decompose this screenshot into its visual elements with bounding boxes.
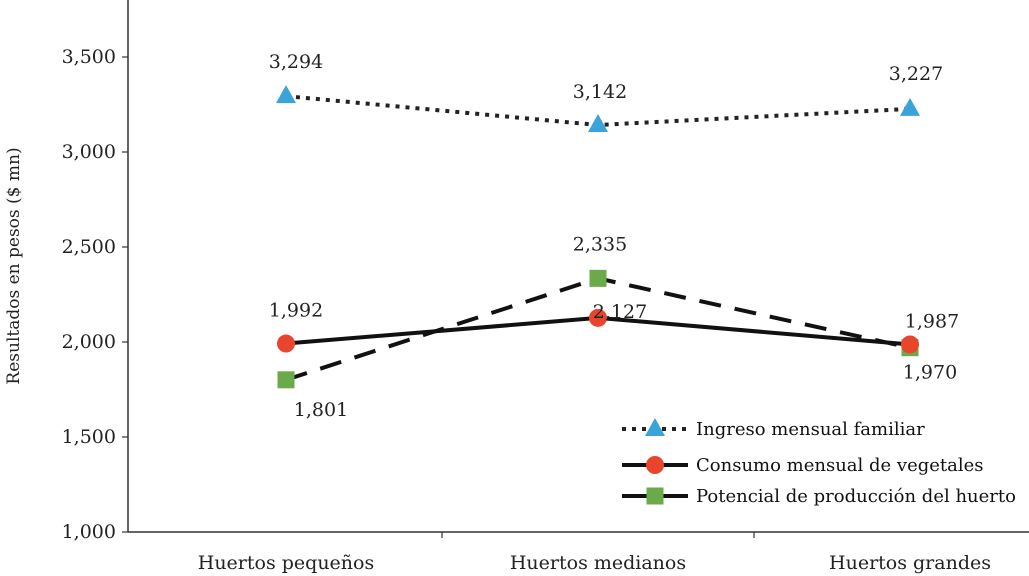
data-point	[589, 308, 607, 327]
series-line	[285, 276, 911, 382]
y-tick-label: 2,500	[62, 236, 116, 258]
data-label: 2,127	[593, 301, 647, 323]
y-tick-label: 1,000	[62, 521, 116, 543]
y-axis-title: Resultados en pesos ($ mn)	[4, 147, 24, 384]
data-label: 1,992	[269, 300, 323, 322]
data-point	[277, 334, 295, 353]
legend-label: Potencial de producción del huerto	[696, 486, 1016, 507]
x-tick-label: Huertos pequeños	[198, 552, 374, 574]
y-tick-label: 3,500	[62, 46, 116, 68]
x-ticks: Huertos pequeños Huertos medianos Huertos …	[198, 532, 991, 574]
legend-label: Ingreso mensual familiar	[696, 419, 925, 440]
data-label: 2,335	[573, 233, 627, 255]
data-point	[900, 97, 920, 116]
legend-marker	[646, 456, 664, 474]
legend-marker	[645, 418, 665, 436]
legend-marker	[646, 487, 664, 505]
data-label: 1,970	[903, 362, 957, 384]
data-label: 1,801	[294, 399, 348, 421]
data-label: 1,987	[905, 310, 959, 332]
data-label: 3,142	[573, 81, 627, 103]
data-labels: 3,294 3,142 3,227 1,992 2,127 1,987 1,801 2,335…	[269, 51, 959, 421]
data-point	[589, 269, 607, 287]
data-point	[277, 371, 295, 389]
series-markers	[276, 85, 920, 389]
legend-label: Consumo mensual de vegetales	[696, 455, 984, 476]
data-label: 3,227	[889, 63, 943, 85]
x-tick-label: Huertos grandes	[829, 552, 991, 574]
legend: Ingreso mensual familiar Consumo mensual …	[622, 418, 1016, 507]
y-tick-label: 2,000	[62, 331, 116, 353]
data-point	[901, 335, 919, 354]
data-label: 3,294	[269, 51, 323, 73]
y-ticks: 1,000 1,500 2,000 2,500 3,000 3,500	[62, 46, 128, 543]
data-point	[588, 114, 608, 133]
axes	[127, 0, 1029, 533]
data-point	[276, 85, 296, 104]
y-tick-label: 3,000	[62, 141, 116, 163]
x-tick-label: Huertos medianos	[510, 552, 686, 574]
y-tick-label: 1,500	[62, 426, 116, 448]
